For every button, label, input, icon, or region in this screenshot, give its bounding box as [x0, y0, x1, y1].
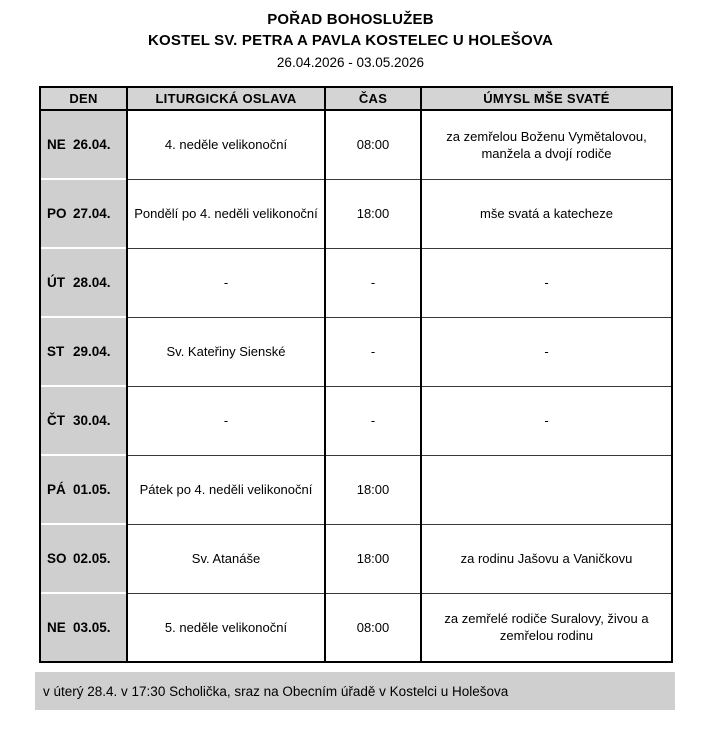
day-date: 28.04. — [73, 275, 111, 290]
day-date: 26.04. — [73, 137, 111, 152]
footer-note-bar: v úterý 28.4. v 17:30 Scholička, sraz na… — [35, 672, 675, 710]
cell-intention: - — [420, 385, 673, 456]
cell-intention: - — [420, 247, 673, 318]
day-abbreviation: NE — [47, 137, 66, 152]
schedule-table: DEN LITURGICKÁ OSLAVA ČAS ÚMYSL MŠE SVAT… — [39, 86, 673, 663]
cell-time: - — [324, 385, 422, 456]
cell-intention: - — [420, 316, 673, 387]
day-date: 01.05. — [73, 482, 111, 497]
table-row: PO 27.04. Pondělí po 4. neděli velikonočn… — [39, 178, 673, 249]
cell-liturgy: 5. neděle velikonoční — [126, 592, 326, 663]
column-header-liturgy: LITURGICKÁ OSLAVA — [126, 86, 326, 111]
cell-intention — [420, 454, 673, 525]
date-range: 26.04.2026 - 03.05.2026 — [276, 55, 425, 70]
day-abbreviation: ÚT — [47, 275, 65, 290]
cell-day: ÚT 28.04. — [39, 247, 128, 317]
cell-liturgy: - — [126, 385, 326, 456]
table-row: NE 03.05. 5. neděle velikonoční 08:00 za … — [39, 592, 673, 663]
cell-liturgy: 4. neděle velikonoční — [126, 109, 326, 180]
cell-intention: mše svatá a katecheze — [420, 178, 673, 249]
day-date: 27.04. — [73, 206, 111, 221]
day-abbreviation: PO — [47, 206, 67, 221]
day-abbreviation: NE — [47, 620, 66, 635]
column-header-time: ČAS — [324, 86, 422, 111]
column-header-intention: ÚMYSL MŠE SVATÉ — [420, 86, 673, 111]
cell-day: SO 02.05. — [39, 523, 128, 593]
day-abbreviation: PÁ — [47, 482, 66, 497]
column-header-day: DEN — [39, 86, 128, 111]
day-date: 30.04. — [73, 413, 111, 428]
table-row: ST 29.04. Sv. Kateřiny Sienské - - — [39, 316, 673, 387]
day-date: 29.04. — [73, 344, 111, 359]
cell-time: - — [324, 247, 422, 318]
cell-day: NE 26.04. — [39, 110, 128, 179]
table-row: NE 26.04. 4. neděle velikonoční 08:00 za … — [39, 109, 673, 180]
table-row: SO 02.05. Sv. Atanáše 18:00 za rodinu Jaš… — [39, 523, 673, 594]
cell-day: PO 27.04. — [39, 178, 128, 248]
cell-intention: za rodinu Jašovu a Vaničkovu — [420, 523, 673, 594]
cell-time: - — [324, 316, 422, 387]
document-title-block: POŘAD BOHOSLUŽEB KOSTEL SV. PETRA A PAVL… — [0, 0, 701, 73]
day-abbreviation: SO — [47, 551, 67, 566]
table-row: ÚT 28.04. - - - — [39, 247, 673, 318]
table-header: DEN LITURGICKÁ OSLAVA ČAS ÚMYSL MŠE SVAT… — [39, 86, 673, 111]
day-date: 02.05. — [73, 551, 111, 566]
cell-day: NE 03.05. — [39, 592, 128, 663]
day-abbreviation: ST — [47, 344, 65, 359]
footer-note-text: v úterý 28.4. v 17:30 Scholička, sraz na… — [43, 683, 509, 699]
cell-time: 18:00 — [324, 523, 422, 594]
table-header-row: DEN LITURGICKÁ OSLAVA ČAS ÚMYSL MŠE SVAT… — [39, 86, 673, 111]
cell-time: 08:00 — [324, 592, 422, 663]
table-row: PÁ 01.05. Pátek po 4. neděli velikonoční … — [39, 454, 673, 525]
day-date: 03.05. — [73, 620, 111, 635]
cell-intention: za zemřelou Boženu Vymětalovou, manžela … — [420, 109, 673, 180]
cell-intention: za zemřelé rodiče Suralovy, živou a zemř… — [420, 592, 673, 663]
page-subtitle-church: KOSTEL SV. PETRA A PAVLA KOSTELEC U HOLE… — [148, 32, 553, 49]
day-abbreviation: ČT — [47, 413, 65, 428]
page-title: POŘAD BOHOSLUŽEB — [267, 11, 434, 28]
cell-liturgy: - — [126, 247, 326, 318]
cell-time: 18:00 — [324, 178, 422, 249]
cell-liturgy: Pondělí po 4. neděli velikonoční — [126, 178, 326, 249]
cell-time: 18:00 — [324, 454, 422, 525]
cell-liturgy: Pátek po 4. neděli velikonoční — [126, 454, 326, 525]
cell-time: 08:00 — [324, 109, 422, 180]
cell-liturgy: Sv. Kateřiny Sienské — [126, 316, 326, 387]
schedule-table-wrapper: DEN LITURGICKÁ OSLAVA ČAS ÚMYSL MŠE SVAT… — [39, 86, 673, 663]
cell-liturgy: Sv. Atanáše — [126, 523, 326, 594]
cell-day: PÁ 01.05. — [39, 454, 128, 524]
cell-day: ST 29.04. — [39, 316, 128, 386]
cell-day: ČT 30.04. — [39, 385, 128, 455]
table-body: NE 26.04. 4. neděle velikonoční 08:00 za … — [39, 109, 673, 663]
table-row: ČT 30.04. - - - — [39, 385, 673, 456]
